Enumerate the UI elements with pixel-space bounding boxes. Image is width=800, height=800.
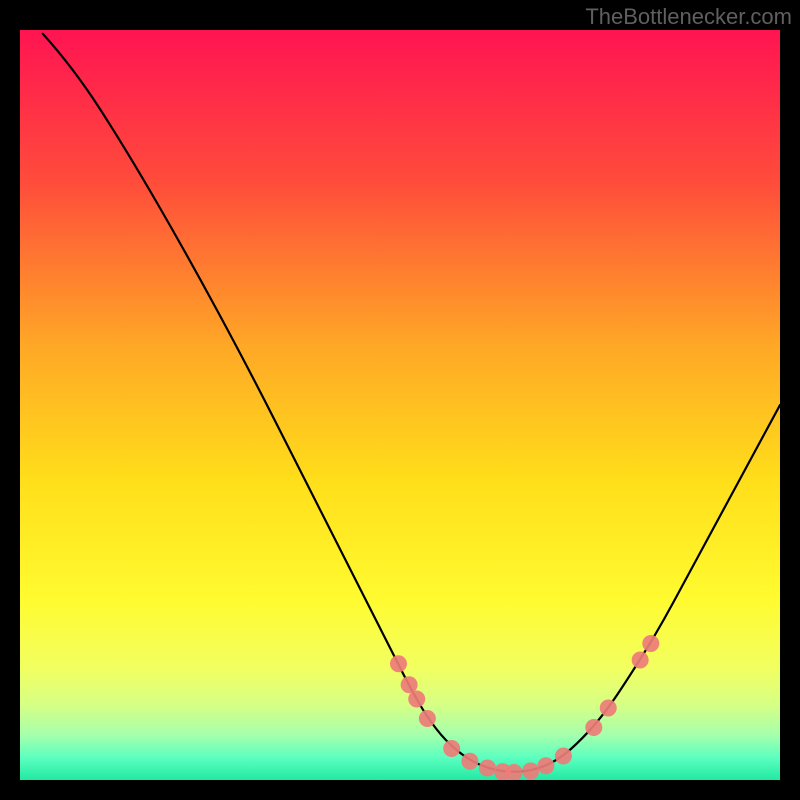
curve-layer [20,30,780,780]
marker-point [408,691,425,708]
bottleneck-curve [43,34,780,772]
marker-point [479,760,496,777]
marker-point [537,757,554,774]
marker-point [642,635,659,652]
marker-point [390,655,407,672]
chart-container: TheBottlenecker.com [0,0,800,800]
marker-point [555,748,572,765]
marker-point [585,719,602,736]
marker-point [443,740,460,757]
marker-point [419,710,436,727]
marker-point [522,763,539,780]
marker-point [600,700,617,717]
plot-area [20,30,780,780]
marker-group [390,635,659,780]
marker-point [632,652,649,669]
attribution-label: TheBottlenecker.com [585,4,792,30]
marker-point [461,753,478,770]
